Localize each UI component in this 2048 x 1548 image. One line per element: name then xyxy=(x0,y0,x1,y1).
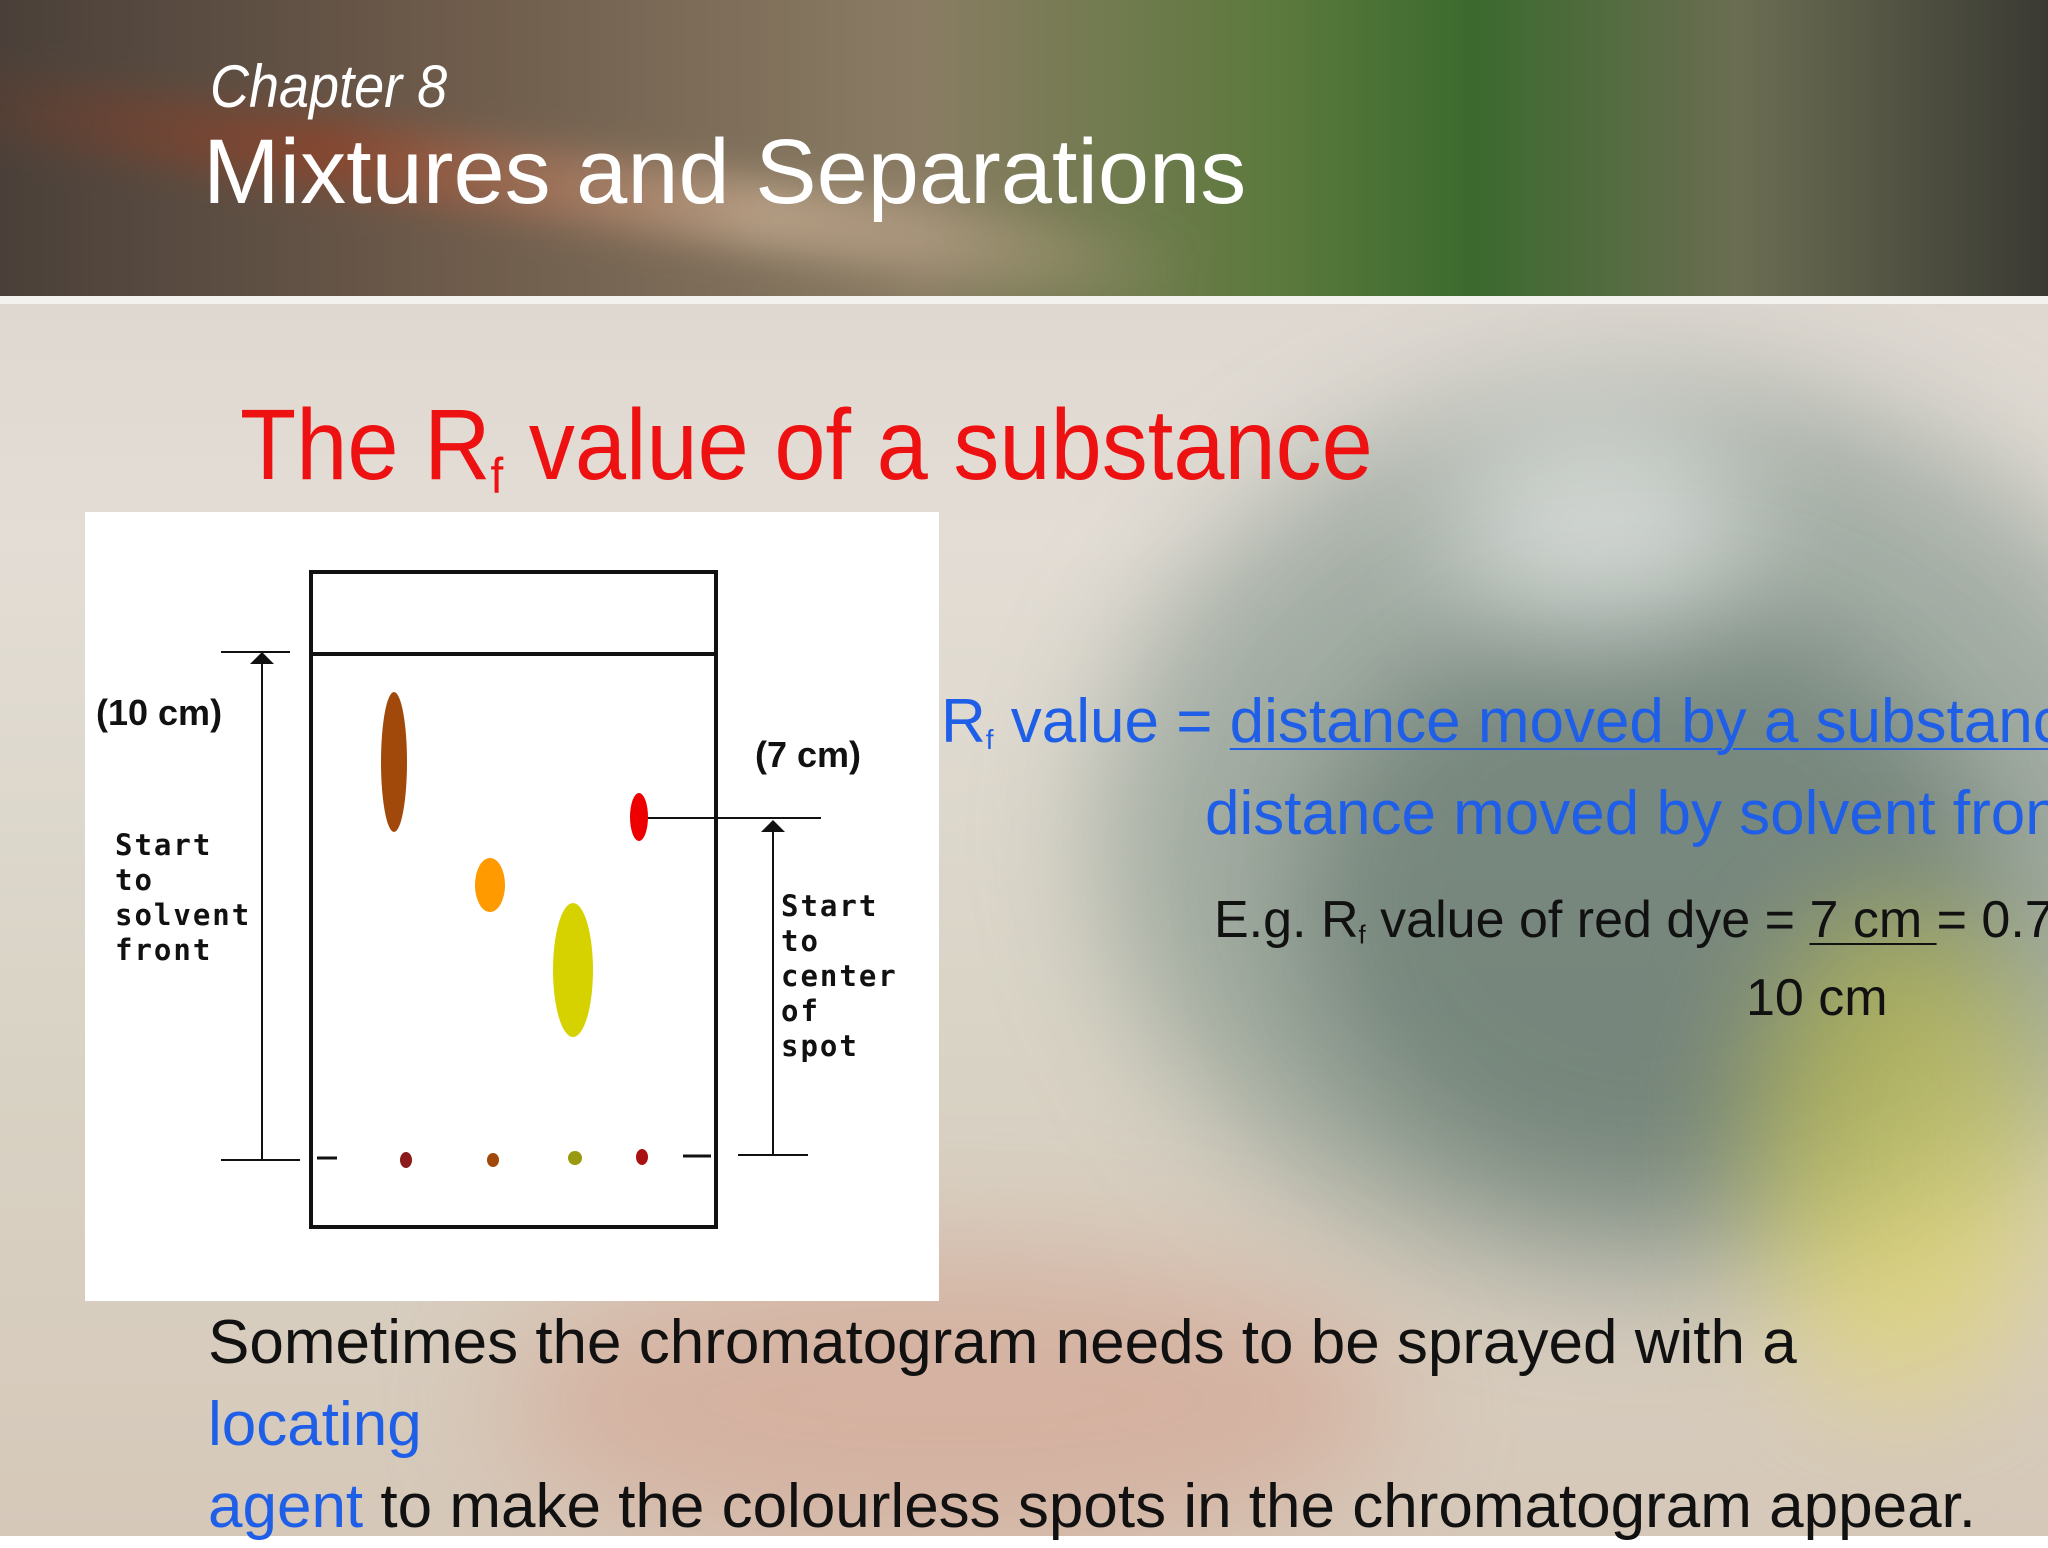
spot-orange xyxy=(475,858,505,912)
example-denominator: 10 cm xyxy=(1746,969,1888,1027)
rf-formula-numerator-line: Rf value = distance moved by a substance xyxy=(941,686,2048,757)
chapter-label: Chapter 8 xyxy=(210,53,448,120)
spot-distance-arrowhead xyxy=(761,820,785,832)
chromatogram-drawing xyxy=(221,570,821,1229)
locating-agent-term-1: locating xyxy=(208,1390,422,1459)
spot-red xyxy=(630,793,648,841)
origin-spot-1 xyxy=(400,1152,412,1168)
start-to-solvent-front-caption: Start to solvent front xyxy=(115,828,252,967)
spot-brown xyxy=(381,692,407,832)
total-distance-arrowhead xyxy=(250,652,274,664)
chromatography-paper xyxy=(309,570,718,1229)
rf-formula-numerator: distance moved by a substance xyxy=(1229,687,2048,756)
example-numerator: 7 cm xyxy=(1809,891,1937,949)
total-distance-label: (10 cm) xyxy=(96,692,223,733)
header-divider xyxy=(0,296,2048,304)
start-to-center-of-spot-caption: Start to center of spot xyxy=(781,889,898,1063)
rf-formula-denominator: distance moved by solvent front xyxy=(1205,779,2048,848)
origin-spot-4 xyxy=(636,1149,648,1165)
header-banner xyxy=(0,0,2048,296)
slide-title: The Rf value of a substance xyxy=(240,389,1373,504)
origin-spot-3 xyxy=(568,1151,582,1165)
origin-spot-2 xyxy=(487,1153,499,1167)
locating-agent-term-2: agent xyxy=(208,1472,364,1541)
locating-agent-note: Sometimes the chromatogram needs to be s… xyxy=(208,1308,1977,1541)
example-calculation: E.g. Rf value of red dye = 7 cm = 0.7 xyxy=(1214,891,2048,950)
spot-yellow xyxy=(553,903,593,1037)
spot-distance-label: (7 cm) xyxy=(755,734,862,775)
header-title: Mixtures and Separations xyxy=(203,121,1247,223)
chromatogram-diagram: (10 cm) (7 cm) Start to solvent front St… xyxy=(85,512,939,1301)
